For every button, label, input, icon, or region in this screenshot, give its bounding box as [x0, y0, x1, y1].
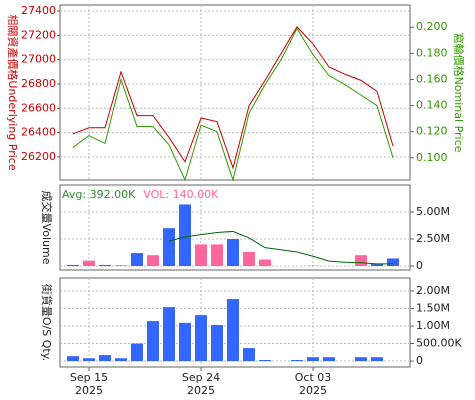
bar	[259, 359, 271, 362]
y-tick-label: 0	[416, 354, 423, 367]
x-tick-label: Sep 15	[70, 371, 108, 384]
y-tick-label: 26800	[21, 77, 56, 90]
bar	[147, 321, 159, 362]
y-axis-title: 街貨量O/S Qty.	[40, 284, 54, 361]
bar	[163, 228, 175, 267]
y-tick-label: 0	[416, 259, 423, 272]
bar	[179, 204, 191, 267]
y-tick-label: 500.00K	[416, 337, 462, 350]
x-tick-sublabel: 2025	[187, 384, 215, 397]
y-axis-title: 成交量Volume	[40, 191, 54, 265]
bar	[179, 322, 191, 362]
bar	[291, 359, 303, 362]
bar	[211, 324, 223, 362]
plot-frame	[59, 184, 411, 271]
bar	[99, 264, 111, 267]
y-tick-label: 2.50M	[416, 232, 450, 245]
y2-tick-label: 0.140	[416, 99, 448, 112]
y-tick-label: 26600	[21, 101, 56, 114]
x-tick-label: Sep 24	[182, 371, 220, 384]
bar	[227, 299, 239, 362]
bar	[67, 264, 79, 267]
y-axis-title: 相關資產價格Underlying Price	[6, 14, 20, 170]
plot-frame	[59, 277, 411, 368]
y2-tick-label: 0.200	[416, 20, 448, 33]
bar	[355, 255, 367, 267]
bar	[371, 357, 383, 362]
y-tick-label: 27000	[21, 53, 56, 66]
y2-tick-label: 0.160	[416, 72, 448, 85]
bar	[195, 244, 207, 267]
bar	[147, 255, 159, 267]
bar	[211, 244, 223, 267]
bar	[355, 357, 367, 362]
bar	[323, 357, 335, 362]
y-tick-label: 2.00M	[416, 284, 450, 297]
x-tick-sublabel: 2025	[299, 384, 327, 397]
line-series	[168, 230, 393, 265]
y2-tick-label: 0.120	[416, 125, 448, 138]
bar	[67, 356, 79, 362]
bar	[243, 348, 255, 362]
line-series	[72, 27, 394, 182]
y-tick-label: 27200	[21, 28, 56, 41]
bar	[259, 259, 271, 267]
annotation: Avg: 392.00K	[62, 188, 136, 201]
y2-axis-title: 窩輪價格Nominal Price	[452, 33, 466, 153]
bar	[99, 355, 111, 362]
bar	[243, 251, 255, 267]
bar	[387, 258, 399, 267]
y-tick-label: 27400	[21, 4, 56, 17]
bar	[115, 265, 127, 267]
y-tick-label: 1.50M	[416, 301, 450, 314]
plot-frame	[59, 4, 411, 181]
bar	[195, 315, 207, 362]
bar	[131, 343, 143, 362]
line-series	[72, 26, 394, 170]
bar	[115, 358, 127, 362]
bar	[227, 239, 239, 267]
x-tick-label: Oct 03	[295, 371, 332, 384]
x-tick-sublabel: 2025	[75, 384, 103, 397]
bar	[163, 307, 175, 362]
y-tick-label: 1.00M	[416, 319, 450, 332]
bar	[307, 357, 319, 362]
y2-tick-label: 0.180	[416, 46, 448, 59]
y-tick-label: 26400	[21, 126, 56, 139]
bar	[131, 253, 143, 267]
annotation: VOL: 140.00K	[143, 188, 219, 201]
y-tick-label: 26200	[21, 150, 56, 163]
bar	[83, 358, 95, 362]
bar	[371, 263, 383, 267]
y2-tick-label: 0.100	[416, 151, 448, 164]
y-tick-label: 5.00M	[416, 205, 450, 218]
bar	[83, 260, 95, 267]
